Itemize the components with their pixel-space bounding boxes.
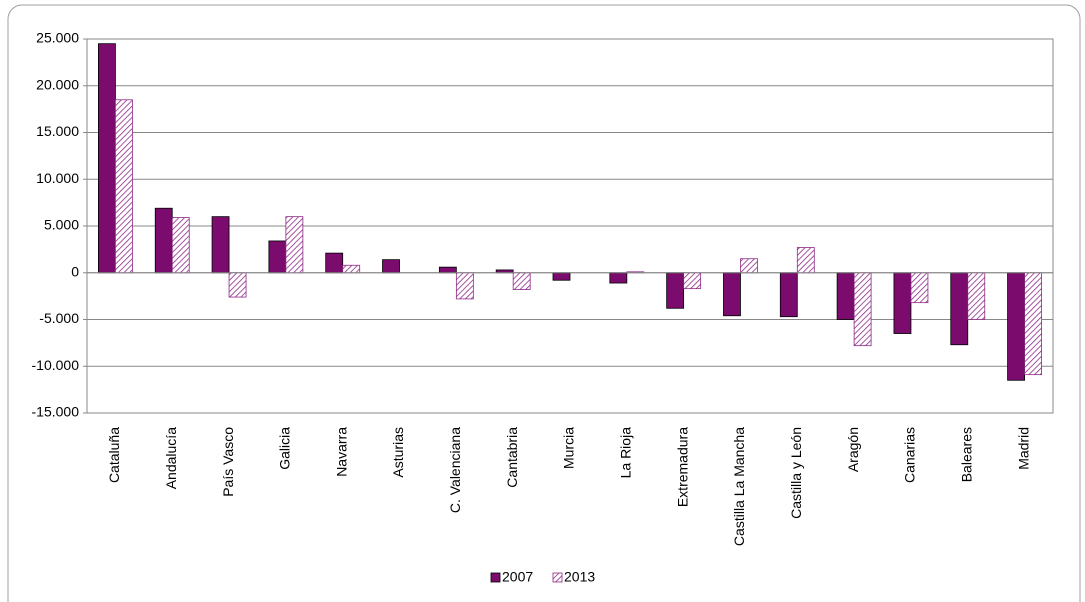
bar [740,258,758,274]
x-tick-label: Navarra [333,427,349,477]
x-tick-label: C. Valenciana [447,427,463,513]
y-tick-label: 15.000 [36,123,79,139]
legend-swatch [552,572,563,583]
x-tick-label: Castilla La Mancha [731,427,747,546]
bar [666,272,685,309]
x-tick-label: Murcia [561,427,577,469]
bar [171,217,190,274]
bar [683,272,702,290]
panel [7,4,1081,602]
bar [438,266,457,274]
y-tick-label: 20.000 [36,76,79,92]
bar [836,272,855,320]
y-tick-label: 5.000 [44,217,79,233]
legend-label: 2007 [502,569,533,585]
y-tick-label: 0 [71,263,79,279]
bar [98,43,116,274]
x-tick-label: Asturias [390,427,406,478]
y-tick-label: 25.000 [36,30,79,46]
bar [950,272,969,346]
bar [285,216,304,274]
bar [779,272,798,318]
y-tick-label: 10.000 [36,170,79,186]
y-tick-label: -15.000 [32,404,80,420]
bar [609,272,628,284]
bar [1007,272,1025,381]
x-tick-label: País Vasco [220,427,236,497]
bar [382,259,400,274]
bar [325,252,344,274]
x-tick-label: Andalucía [163,427,179,489]
bar [455,272,474,300]
bar [211,216,230,274]
x-tick-label: Cantabria [504,427,520,488]
bar [853,272,872,347]
bar [228,272,247,298]
y-tick-label: -10.000 [32,357,80,373]
x-tick-label: Extremadura [674,427,690,507]
bar [1024,272,1042,376]
bar [893,272,912,334]
x-tick-label: Baleares [958,427,974,482]
bar [512,272,531,290]
x-tick-label: Galicia [277,427,293,470]
x-tick-label: Castilla y León [788,427,804,519]
x-tick-label: Aragón [845,427,861,472]
bar [723,272,741,317]
bar [910,272,929,304]
x-tick-label: Canarias [902,427,918,483]
x-tick-label: Madrid [1015,427,1031,470]
legend-swatch [490,572,501,583]
bar [796,247,815,274]
legend-label: 2013 [564,569,595,585]
bar [967,272,986,320]
bar [552,272,571,281]
bar [342,264,361,274]
x-tick-label: La Rioja [618,427,634,479]
bar [115,99,133,274]
x-tick-label: Cataluña [106,427,122,483]
bar [268,240,287,274]
y-tick-label: -5.000 [39,310,79,326]
bar [154,207,173,274]
